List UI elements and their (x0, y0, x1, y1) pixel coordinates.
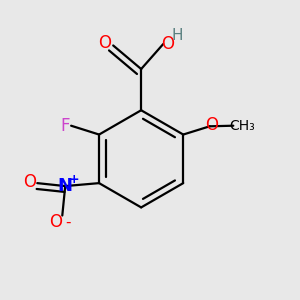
Text: O: O (161, 35, 174, 53)
Text: N: N (58, 177, 73, 195)
Text: -: - (65, 214, 70, 230)
Text: CH₃: CH₃ (229, 119, 255, 133)
Text: F: F (60, 117, 69, 135)
Text: H: H (172, 28, 183, 43)
Text: O: O (49, 213, 62, 231)
Text: O: O (23, 173, 36, 191)
Text: +: + (69, 173, 80, 186)
Text: O: O (98, 34, 112, 52)
Text: O: O (206, 116, 219, 134)
